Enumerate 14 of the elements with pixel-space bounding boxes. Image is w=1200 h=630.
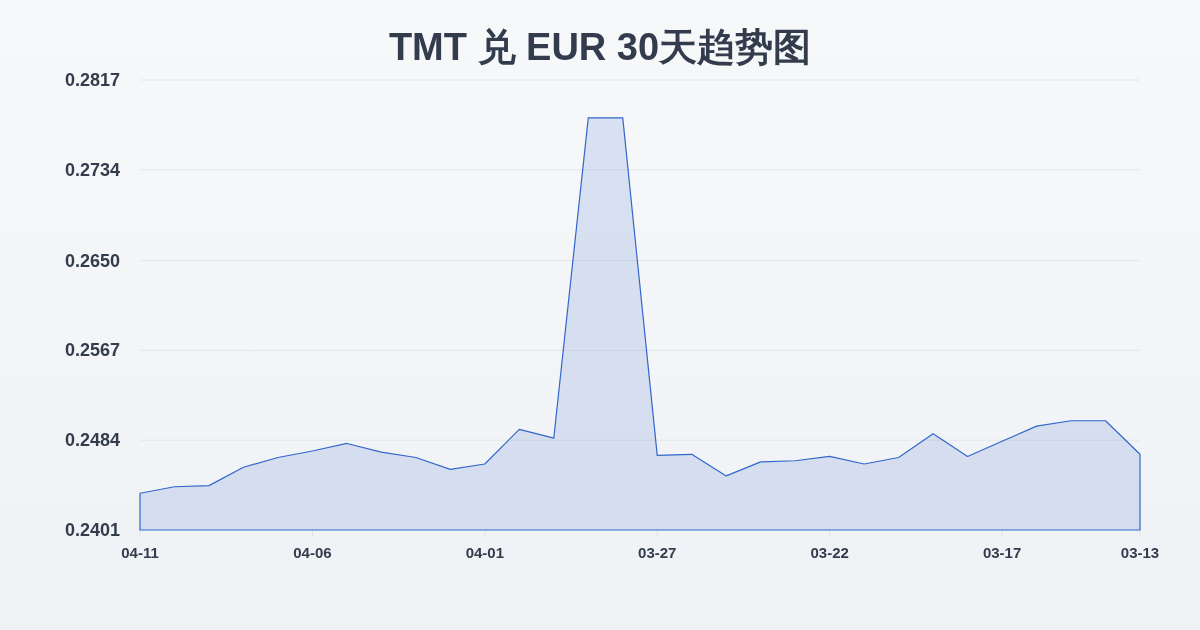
y-tick-label: 0.2734	[64, 159, 120, 180]
y-tick-label: 0.2567	[64, 340, 120, 361]
y-tick-label: 0.2484	[64, 430, 120, 451]
y-tick-label: 0.2401	[64, 520, 120, 540]
x-tick-label: 03-27	[638, 544, 677, 561]
y-tick-label: 0.2650	[64, 250, 120, 271]
y-tick-label: 0.2817	[64, 70, 120, 90]
x-tick-label: 04-06	[293, 544, 332, 561]
x-tick-label: 03-17	[982, 544, 1022, 561]
x-tick-label: 03-13	[1120, 544, 1160, 561]
x-tick-label: 04-01	[465, 544, 504, 561]
title: TMT 兑 EUR 30天趋势图	[388, 26, 812, 68]
x-tick-label: 04-11	[121, 544, 159, 561]
x-tick-label: 03-22	[810, 544, 849, 561]
